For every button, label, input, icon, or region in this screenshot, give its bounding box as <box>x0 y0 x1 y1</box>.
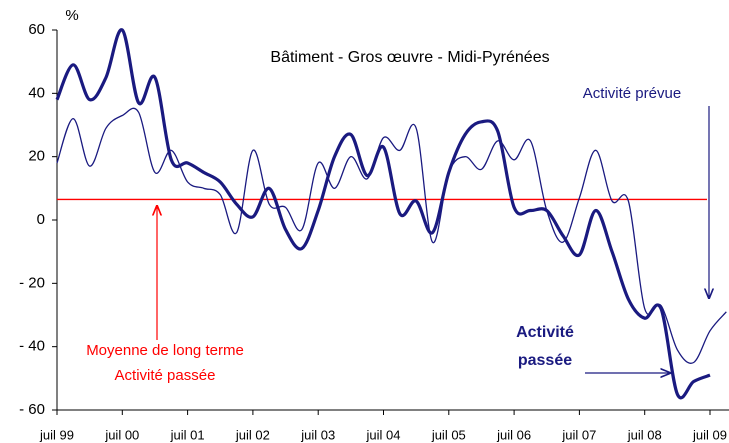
x-tick-label: juil 02 <box>235 427 270 442</box>
x-tick-label: juil 06 <box>496 427 531 442</box>
chart-title: Bâtiment - Gros œuvre - Midi-Pyrénées <box>270 49 549 66</box>
x-tick-label: juil 08 <box>627 427 662 442</box>
x-tick-label: juil 09 <box>692 427 727 442</box>
series-line <box>55 28 711 400</box>
y-unit: % <box>65 7 78 24</box>
x-tick-label: juil 01 <box>170 427 205 442</box>
y-tick-label: - 20 <box>19 274 45 291</box>
y-tick-label: 0 <box>37 211 45 228</box>
x-tick-label: juil 00 <box>104 427 139 442</box>
x-tick-label: juil 99 <box>39 427 74 442</box>
x-tick-label: juil 07 <box>561 427 596 442</box>
x-tick-label: juil 04 <box>366 427 401 442</box>
annotation: Activité <box>516 324 574 341</box>
annotation: Activité prévue <box>583 85 681 102</box>
y-tick-label: - 40 <box>19 338 45 355</box>
annotation: passée <box>518 352 572 369</box>
x-tick-label: juil 05 <box>431 427 466 442</box>
reference-label: Moyenne de long terme <box>86 342 244 359</box>
x-tick-label: juil 03 <box>300 427 335 442</box>
y-tick-label: 40 <box>28 84 45 101</box>
reference-label: Activité passée <box>115 367 216 384</box>
y-tick-label: - 60 <box>19 401 45 418</box>
y-tick-label: 60 <box>28 21 45 38</box>
y-tick-label: 20 <box>28 148 45 165</box>
series-line <box>56 107 727 364</box>
